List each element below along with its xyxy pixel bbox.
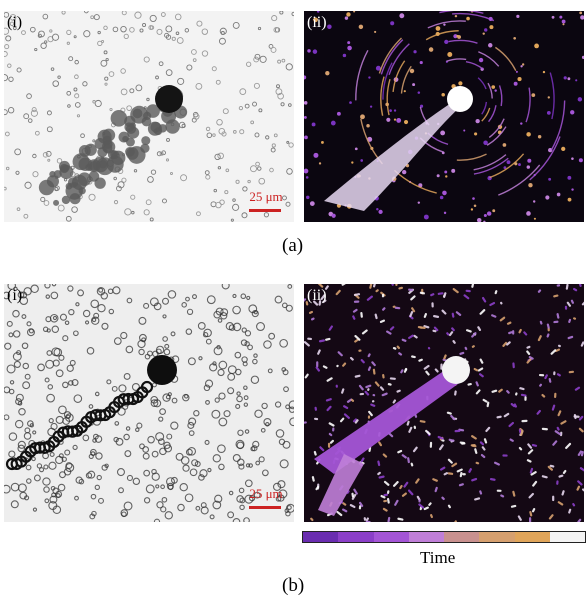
- panel-b-ii-label: (ii): [307, 287, 327, 305]
- colorbar-label: Time: [420, 548, 455, 568]
- panel-b-ii-timelapse: (ii): [304, 284, 584, 522]
- scale-bar-a-text: 25 μm: [245, 189, 287, 205]
- colorbar-segment: [479, 532, 514, 542]
- colorbar-segment: [444, 532, 479, 542]
- time-colorbar: [302, 531, 586, 543]
- panel-a-i-brightfield: (i) 25 μm: [4, 11, 294, 222]
- colorbar-segment: [550, 532, 585, 542]
- scale-bar-b-text: 25 μm: [245, 486, 287, 502]
- panel-b-i-label: (i): [7, 287, 22, 305]
- colorbar-segment: [338, 532, 373, 542]
- panel-a-i-label: (i): [7, 14, 22, 32]
- scale-bar-b-line: [249, 506, 281, 509]
- timelapse-image-a: [304, 11, 584, 222]
- colorbar-segment: [515, 532, 550, 542]
- caption-a: (a): [282, 235, 303, 257]
- panel-b-i-brightfield: (i) 25 μm: [4, 284, 294, 522]
- colorbar-segment: [409, 532, 444, 542]
- panel-a-ii-label: (ii): [307, 14, 327, 32]
- panel-a-ii-timelapse: (ii): [304, 11, 584, 222]
- scale-bar-a-line: [249, 209, 281, 212]
- colorbar-segment: [374, 532, 409, 542]
- colorbar-segment: [303, 532, 338, 542]
- caption-b: (b): [282, 575, 304, 597]
- timelapse-image-b: [304, 284, 584, 522]
